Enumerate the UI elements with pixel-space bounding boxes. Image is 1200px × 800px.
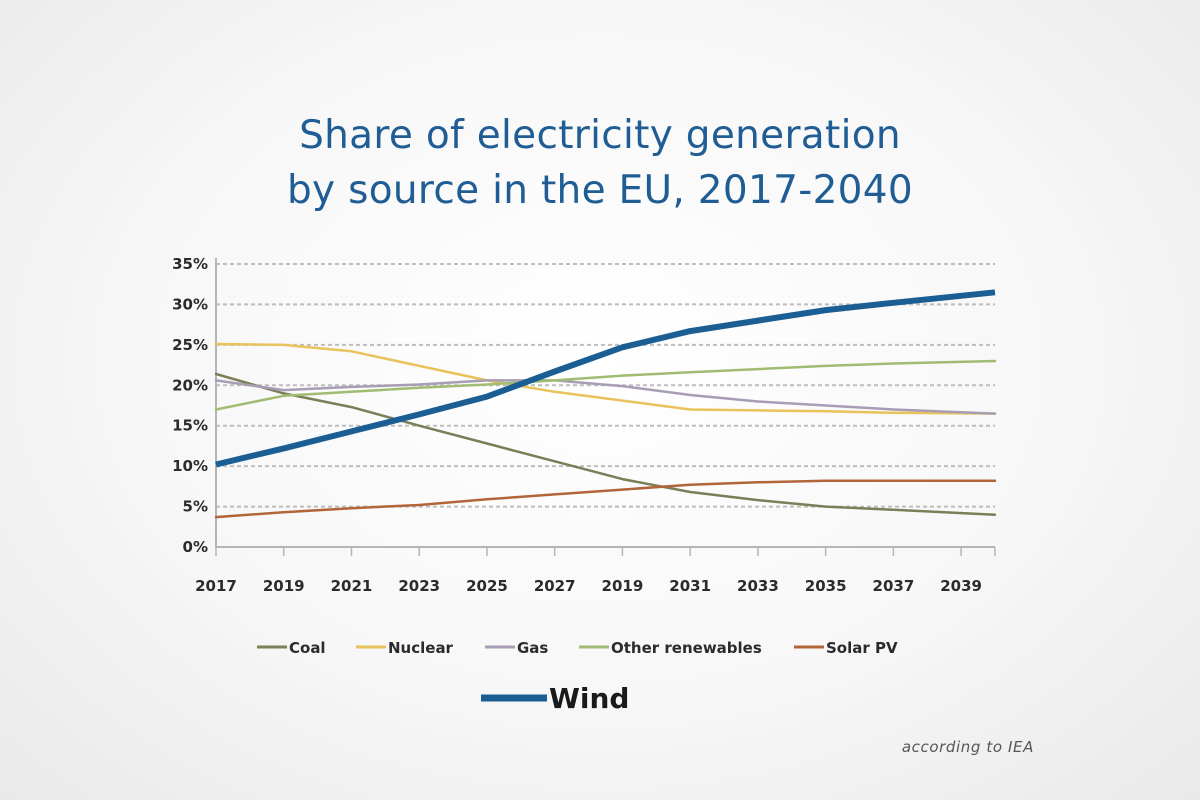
series-line-other-renewables	[214, 359, 997, 411]
x-tick-label: 2019	[602, 577, 644, 595]
x-tick-label: 2037	[873, 577, 915, 595]
x-tick-label: 2039	[940, 577, 982, 595]
legend-item-coal: Coal	[257, 639, 326, 657]
x-tick-label: 2027	[534, 577, 576, 595]
x-tick-label: 2025	[466, 577, 508, 595]
legend-label: Coal	[289, 639, 326, 657]
source-note: according to IEA	[901, 738, 1034, 756]
legend-item-gas: Gas	[485, 639, 548, 657]
x-tick-label: 2021	[331, 577, 373, 595]
legend-item-nuclear: Nuclear	[356, 639, 454, 657]
legend-item-other-renewables: Other renewables	[579, 639, 762, 657]
series-line-coal	[214, 372, 997, 516]
y-tick-label: 20%	[172, 376, 208, 394]
legend-label: Solar PV	[826, 639, 898, 657]
y-tick-label: 10%	[172, 457, 208, 475]
y-tick-label: 25%	[172, 336, 208, 354]
x-tick-label: 2019	[263, 577, 305, 595]
series-line-gas	[214, 379, 997, 415]
legend-label: Wind	[549, 682, 629, 715]
legend-item-solar-pv: Solar PV	[794, 639, 898, 657]
chart-title: Share of electricity generation by sourc…	[0, 108, 1200, 218]
chart-title-line-2: by source in the EU, 2017-2040	[286, 168, 914, 213]
x-tick-label: 2023	[398, 577, 440, 595]
series-line-nuclear	[214, 342, 997, 415]
legend-label: Nuclear	[388, 639, 454, 657]
legend-label: Gas	[517, 639, 548, 657]
chart-title-line-1: Share of electricity generation	[299, 113, 901, 158]
y-tick-label: 15%	[172, 417, 208, 435]
x-tick-label: 2033	[737, 577, 779, 595]
x-tick-label: 2031	[669, 577, 711, 595]
legend-item-wind: Wind	[481, 682, 629, 715]
y-tick-label: 30%	[172, 295, 208, 313]
y-tick-label: 35%	[172, 255, 208, 273]
series-line-wind	[215, 289, 996, 468]
legend-label: Other renewables	[611, 639, 762, 657]
series-line-solar-pv	[214, 479, 997, 519]
y-tick-label: 5%	[183, 498, 208, 516]
y-tick-label: 0%	[183, 538, 208, 556]
x-tick-label: 2017	[195, 577, 237, 595]
x-tick-label: 2035	[805, 577, 847, 595]
